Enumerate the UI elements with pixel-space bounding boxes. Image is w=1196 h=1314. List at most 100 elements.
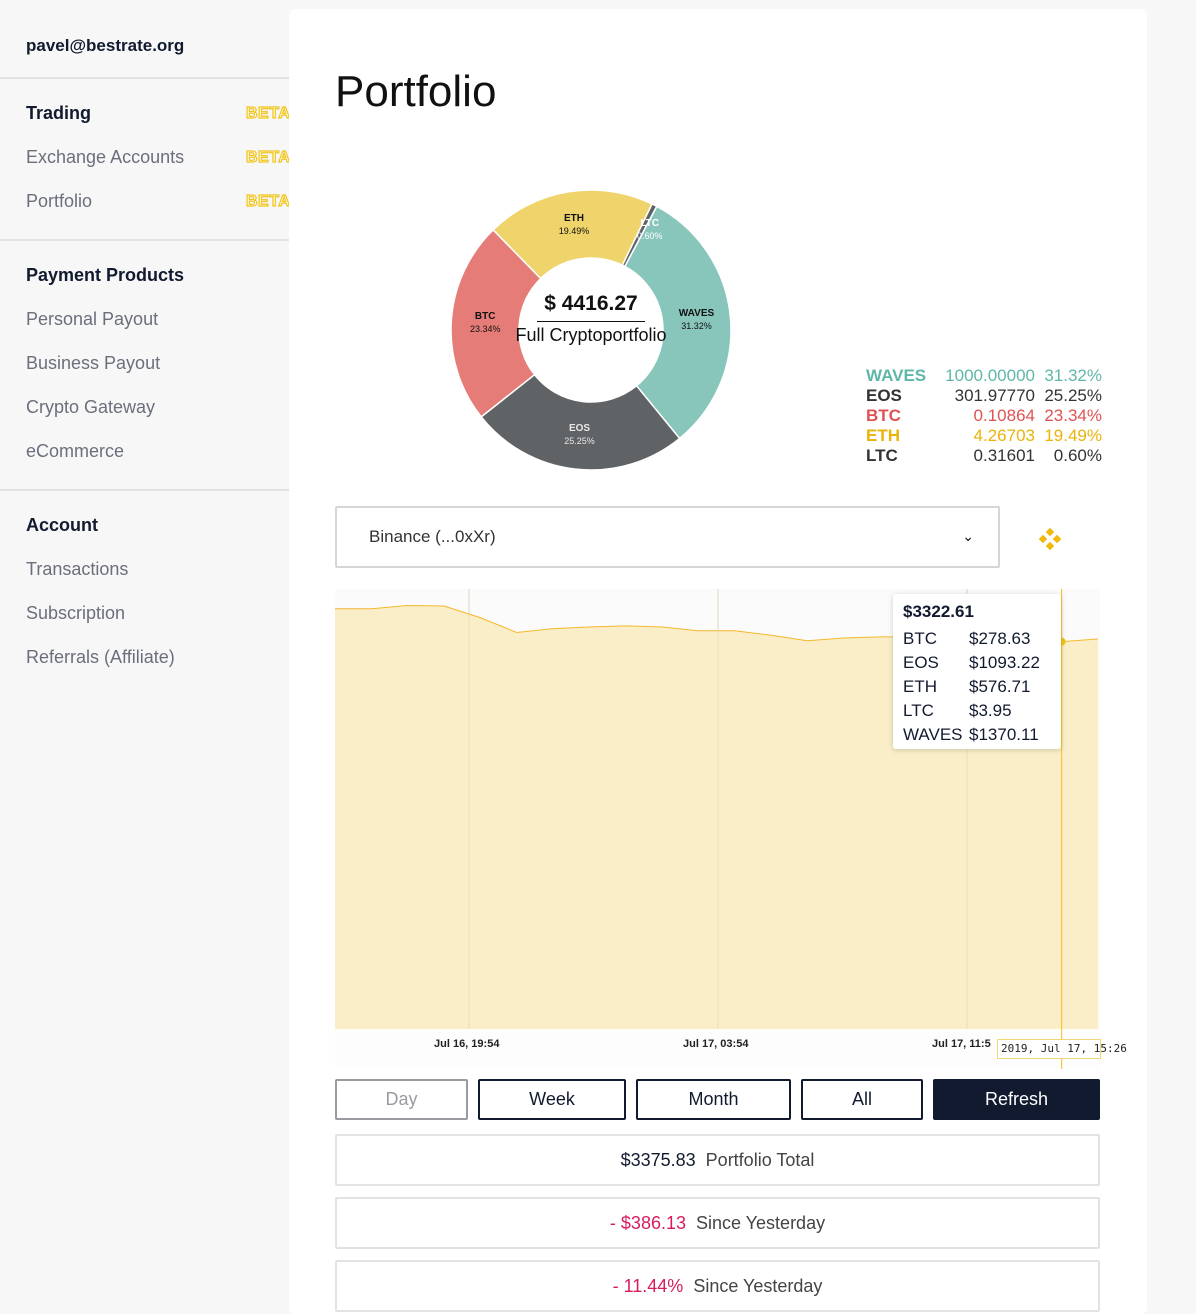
hover-date-label: 2019, Jul 17, 15:26 [997,1039,1127,1059]
slice-percent: 19.49% [558,226,590,237]
user-email[interactable]: pavel@bestrate.org [26,36,185,55]
beta-badge: BETA [245,192,291,210]
sidebar-item-crypto-gateway[interactable]: Crypto Gateway [26,397,156,417]
donut-slice-label: LTC 0.60% [620,218,680,242]
sidebar-item-transactions[interactable]: Transactions [26,559,129,579]
sidebar: pavel@bestrate.org Trading BETA Exchange… [0,0,291,1314]
sidebar-item-ecommerce[interactable]: eCommerce [26,441,125,461]
holding-symbol: EOS [866,386,902,405]
summary-value: - 11.44% [612,1275,684,1296]
holding-amount: 1000.00000 [945,366,1035,385]
slice-name: EOS [568,423,591,435]
holding-percent: 25.25% [1044,386,1102,405]
donut-slice-label: EOS 25.25% [550,423,610,447]
holding-symbol: WAVES [866,366,927,385]
binance-icon[interactable] [1039,528,1061,550]
tooltip-value: $576.71 [969,677,1031,696]
holding-row: ETH 4.26703 19.49% [866,426,1102,446]
slice-percent: 31.32% [681,320,712,331]
range-all-button[interactable]: All [801,1079,923,1120]
beta-badge: BETA [245,148,291,166]
divider [0,239,289,241]
summary-value: - $386.13 [609,1212,686,1233]
chart-tooltip: $3322.61 BTC $278.63 EOS $1093.22 ETH $576.71… [893,594,1061,749]
divider [0,77,289,79]
tooltip-symbol: WAVES [903,725,963,744]
holding-row: LTC 0.31601 0.60% [866,446,1102,466]
donut-slice-btc[interactable] [450,228,542,418]
divider [0,489,289,491]
tooltip-value: $278.63 [969,629,1031,648]
tooltip-symbol: ETH [903,677,937,696]
holding-symbol: ETH [866,426,900,445]
holding-percent: 0.60% [1053,446,1102,465]
sidebar-item-personal-payout[interactable]: Personal Payout [26,309,159,329]
sidebar-item-exchange-accounts[interactable]: Exchange Accounts [26,147,185,167]
slice-name: WAVES [678,307,715,319]
donut-slice-eos[interactable] [480,373,681,471]
summary-value: $3375.83 [620,1149,696,1170]
holdings-legend: WAVES 1000.00000 31.32% EOS 301.97770 25.25% B… [866,366,1102,466]
slice-percent: 0.60% [636,231,663,242]
donut-slice-label: WAVES 31.32% [666,308,726,332]
holding-amount: 301.97770 [954,386,1035,405]
sidebar-heading-trading[interactable]: Trading [26,103,92,123]
tooltip-value: $3.95 [969,701,1012,720]
donut-slice-waves[interactable] [623,205,732,440]
x-tick-label: Jul 17, 11:5 [932,1038,991,1050]
x-tick-label: Jul 17, 03:54 [683,1038,749,1050]
tooltip-value: $1370.11 [969,725,1039,744]
tooltip-row: BTC $278.63 [903,627,1051,651]
sidebar-item-referrals[interactable]: Referrals (Affiliate) [26,647,175,667]
refresh-button[interactable]: Refresh [933,1079,1100,1120]
holding-row: BTC 0.10864 23.34% [866,406,1102,426]
slice-percent: 23.34% [469,324,501,335]
range-day-button[interactable]: Day [335,1079,468,1120]
donut-slice-ltc[interactable] [621,202,658,268]
holding-percent: 31.32% [1044,366,1102,385]
tooltip-row: WAVES $1370.11 [903,723,1051,747]
holding-symbol: LTC [866,446,898,465]
portfolio-donut-chart: WAVES 31.32% EOS 25.25% BTC 23.34% ETH 19.49% LT… [449,188,733,472]
tooltip-row: ETH $576.71 [903,675,1051,699]
exchange-select[interactable]: Binance (...0xXr) ⌄ [335,506,1000,568]
holding-symbol: BTC [866,406,901,425]
donut-slice-label: ETH 19.49% [544,213,604,237]
sidebar-item-portfolio[interactable]: Portfolio [26,191,93,211]
holding-row: WAVES 1000.00000 31.32% [866,366,1102,386]
slice-name: ETH [563,213,584,225]
tooltip-total: $3322.61 [903,602,974,621]
summary-label: Since Yesterday [695,1212,826,1233]
donut-svg [450,189,732,471]
donut-slice-eth[interactable] [492,189,654,280]
range-month-button[interactable]: Month [636,1079,791,1120]
holding-percent: 23.34% [1044,406,1102,425]
tooltip-rows: BTC $278.63 EOS $1093.22 ETH $576.71 LTC $3.95 W… [903,627,1051,747]
holding-amount: 4.26703 [973,426,1035,445]
donut-slice-label: BTC 23.34% [455,311,515,335]
x-axis-band [335,1029,1100,1069]
main-panel: Portfolio WAVES 31.32% EOS 25.25% BTC 23.34% E… [289,9,1147,1314]
tooltip-row: EOS $1093.22 [903,651,1051,675]
x-tick-label: Jul 16, 19:54 [434,1038,500,1050]
slice-percent: 25.25% [564,436,595,447]
holding-percent: 19.49% [1044,426,1102,445]
tooltip-symbol: EOS [903,653,939,672]
chevron-down-icon: ⌄ [962,528,974,544]
summary-portfolio-total: $3375.83 Portfolio Total [335,1134,1100,1186]
sidebar-item-business-payout[interactable]: Business Payout [26,353,161,373]
tooltip-symbol: LTC [903,701,934,720]
holding-row: EOS 301.97770 25.25% [866,386,1102,406]
sidebar-heading-account: Account [26,515,98,535]
range-week-button[interactable]: Week [478,1079,626,1120]
tooltip-value: $1093.22 [969,653,1040,672]
tooltip-row: LTC $3.95 [903,699,1051,723]
holding-amount: 0.10864 [973,406,1035,425]
exchange-select-value: Binance (...0xXr) [369,527,496,546]
tooltip-symbol: BTC [903,629,937,648]
sidebar-item-subscription[interactable]: Subscription [26,603,126,623]
holding-amount: 0.31601 [973,446,1035,465]
summary-label: Portfolio Total [705,1149,815,1170]
summary-label: Since Yesterday [693,1275,823,1296]
slice-name: BTC [474,311,496,323]
